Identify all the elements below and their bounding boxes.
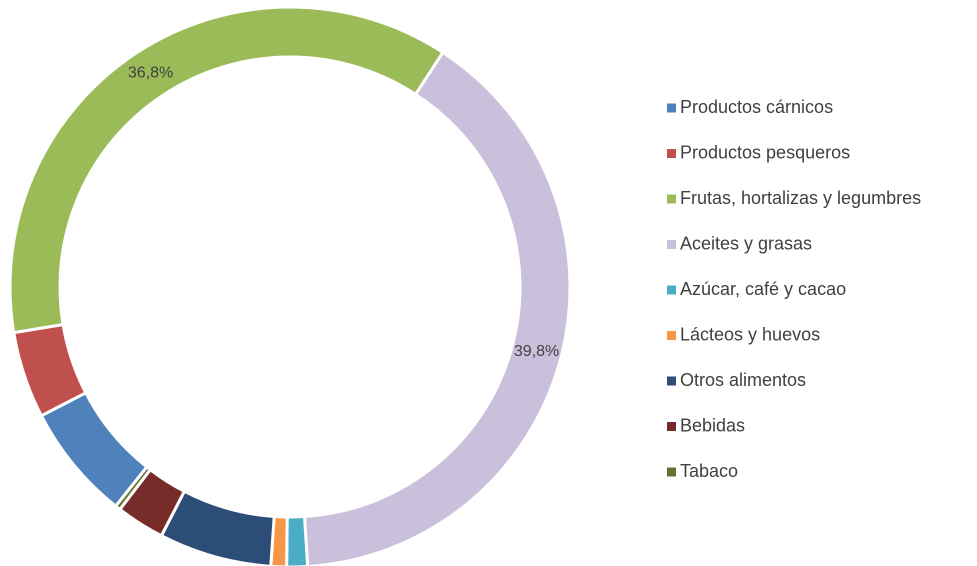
- legend-swatch: [667, 103, 676, 113]
- legend-swatch: [667, 331, 676, 340]
- legend-label: Frutas, hortalizas y legumbres: [680, 188, 921, 208]
- legend-label: Azúcar, café y cacao: [680, 279, 846, 299]
- legend-swatch: [667, 240, 676, 249]
- legend-label: Productos cárnicos: [680, 97, 833, 117]
- legend-label: Bebidas: [680, 415, 745, 435]
- legend-swatch: [667, 285, 676, 295]
- legend-label: Productos pesqueros: [680, 142, 850, 162]
- legend-label: Aceites y grasas: [680, 233, 812, 253]
- donut-slice: [8, 5, 445, 335]
- legend-swatch: [667, 422, 676, 431]
- legend-swatch: [667, 149, 676, 158]
- donut-slice: [113, 464, 153, 512]
- legend-label: Otros alimentos: [680, 370, 806, 390]
- legend-swatch: [667, 376, 676, 386]
- legend-swatch: [667, 194, 676, 204]
- donut-slice: [285, 514, 310, 566]
- legend-swatch: [667, 467, 676, 477]
- data-label: 39,8%: [514, 343, 559, 360]
- legend-label: Lácteos y huevos: [680, 324, 820, 344]
- donut-slice: [302, 50, 572, 566]
- legend-label: Tabaco: [680, 461, 738, 481]
- data-label: 36,8%: [128, 65, 173, 82]
